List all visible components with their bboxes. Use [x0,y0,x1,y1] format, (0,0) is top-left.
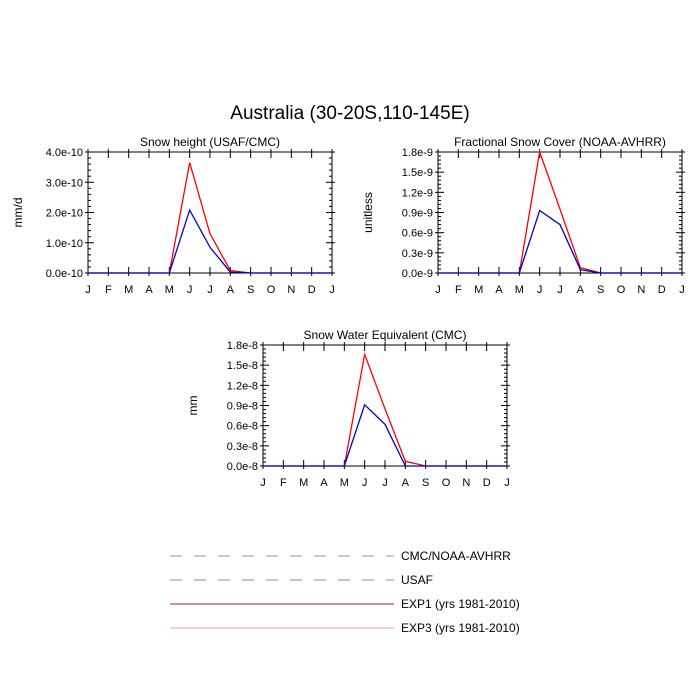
y-tick-label: 1.0e-10 [46,238,83,250]
x-tick-label: N [287,284,295,296]
x-tick-label: D [308,284,316,296]
x-tick-label: N [462,477,470,489]
x-tick-label: M [515,284,524,296]
x-tick-label: M [165,284,174,296]
y-tick-label: 3.0e-10 [46,177,83,189]
chart-panel-2: Fractional Snow Cover (NOAA-AVHRR) unitle… [361,135,685,296]
chart-panel-3: Snow Water Equivalent (CMC) mm 0.0e-8 0.3e-… [186,328,510,489]
x-tick-label: S [597,284,604,296]
x-tick-label: J [187,284,193,296]
x-tick-label: S [247,284,254,296]
x-tick-label: M [124,284,133,296]
x-tick-label: F [280,477,287,489]
legend-item: EXP1 (yrs 1981-2010) [170,597,520,611]
panel-title: Fractional Snow Cover (NOAA-AVHRR) [454,135,666,149]
y-tick-label: 1.2e-9 [402,187,433,199]
x-tick-label: J [435,284,441,296]
y-axis-label: mm/d [11,198,25,228]
plot-frame [262,344,508,467]
x-tick-label: J [557,284,563,296]
y-tick-label: 2.0e-10 [46,208,83,220]
series-line-2 [88,208,332,274]
y-tick-label: 1.8e-8 [227,340,258,352]
y-tick-label: 0.9e-9 [402,208,433,220]
x-tick-label: A [577,284,585,296]
x-tick-label: A [227,284,235,296]
x-tick-label: J [382,477,388,489]
x-tick-label: S [422,477,429,489]
x-tick-label: A [320,477,328,489]
x-tick-label: J [679,284,685,296]
y-tick-label: 1.5e-9 [402,167,433,179]
y-axis-label: unitless [361,192,375,233]
y-tick-label: 0.9e-8 [227,401,258,413]
y-tick-label: 0.0e-8 [227,461,258,473]
legend-label: USAF [401,573,433,587]
y-tick-label: 0.6e-8 [227,421,258,433]
y-tick-label: 1.5e-8 [227,360,258,372]
legend-label: EXP1 (yrs 1981-2010) [401,597,520,611]
legend-label: EXP3 (yrs 1981-2010) [401,621,520,635]
plot-frame [87,151,333,274]
x-tick-label: J [207,284,213,296]
x-tick-label: J [537,284,543,296]
x-tick-label: D [658,284,666,296]
y-tick-label: 0.0e-10 [46,268,83,280]
x-tick-label: A [145,284,153,296]
x-tick-label: F [105,284,112,296]
x-tick-label: A [495,284,503,296]
x-tick-label: D [483,477,491,489]
series-line-2 [263,403,507,467]
x-tick-label: M [340,477,349,489]
chart-panels: Snow height (USAF/CMC) mm/d 0.0e-10 1.0e-10… [11,135,685,489]
x-tick-label: O [267,284,276,296]
x-tick-label: N [637,284,645,296]
panel-title: Snow Water Equivalent (CMC) [304,328,467,342]
series-line-1 [88,162,332,274]
y-tick-label: 0.6e-9 [402,228,433,240]
series-line-1 [438,149,682,274]
x-tick-label: J [260,477,266,489]
legend-item: USAF [170,573,433,587]
x-tick-label: O [442,477,451,489]
chart-panel-1: Snow height (USAF/CMC) mm/d 0.0e-10 1.0e-10… [11,135,335,296]
panel-title: Snow height (USAF/CMC) [140,135,280,149]
x-tick-label: M [474,284,483,296]
x-tick-label: J [362,477,368,489]
x-tick-label: M [299,477,308,489]
legend-label: CMC/NOAA-AVHRR [401,549,511,563]
y-tick-label: 0.0e-9 [402,268,433,280]
y-tick-label: 0.3e-9 [402,248,433,260]
y-tick-label: 0.3e-8 [227,441,258,453]
y-tick-label: 1.2e-8 [227,380,258,392]
y-axis-label: mm [186,396,200,416]
legend-item: CMC/NOAA-AVHRR [170,549,511,563]
x-tick-label: J [329,284,335,296]
x-tick-label: J [504,477,510,489]
legend: CMC/NOAA-AVHRR USAF EXP1 (yrs 1981-2010) EX… [170,549,520,635]
x-tick-label: O [617,284,626,296]
plot-frame [437,151,683,274]
series-line-1 [263,351,507,467]
x-tick-label: J [85,284,91,296]
figure-title: Australia (30-20S,110-145E) [230,103,469,124]
series-line-2 [438,209,682,274]
x-tick-label: A [402,477,410,489]
y-tick-label: 1.8e-9 [402,147,433,159]
y-tick-label: 4.0e-10 [46,147,83,159]
legend-item: EXP3 (yrs 1981-2010) [170,621,520,635]
x-tick-label: F [455,284,462,296]
